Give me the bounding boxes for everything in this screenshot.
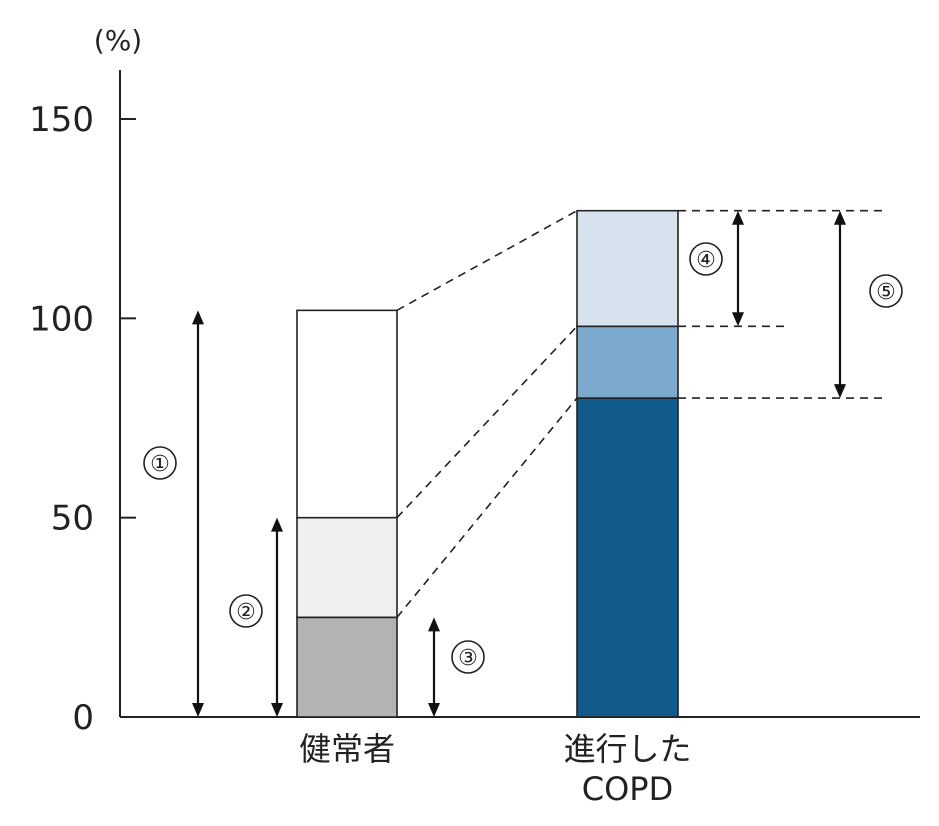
bar-2-segment-3 xyxy=(576,209,679,328)
annotation-3: ③ xyxy=(428,617,485,717)
arrow-head-up xyxy=(192,310,204,325)
annotation-label: ⑤ xyxy=(876,280,896,305)
arrow-head-up xyxy=(732,210,744,225)
annotation-circle xyxy=(229,594,263,628)
bar-2-segment-2 xyxy=(576,325,679,399)
arrow-head-down xyxy=(732,312,744,327)
annotation-arrows: ① ② ③ ④ ⑤ xyxy=(143,210,903,717)
annotation-circle xyxy=(689,242,723,276)
arrow-head-down xyxy=(271,703,283,717)
annotation-2: ② xyxy=(229,517,283,717)
y-tick-label: 0 xyxy=(72,698,94,738)
y-tick-label: 50 xyxy=(51,499,94,539)
connector-dash-3 xyxy=(396,209,578,312)
annotation-label: ② xyxy=(236,600,256,625)
bar-2-segment-1 xyxy=(576,397,679,718)
category-label-line: 健常者 xyxy=(299,730,395,768)
bar-1-segment-1 xyxy=(296,616,398,718)
arrow-head-up xyxy=(271,517,283,532)
annotation-circle xyxy=(143,446,177,480)
arrow-head-up xyxy=(428,617,440,632)
connector-dash-2 xyxy=(396,325,578,519)
arrow-head-up xyxy=(834,210,846,225)
bar-1-segment-2 xyxy=(296,516,398,619)
category-label-2: 進行した COPD xyxy=(563,730,691,808)
annotation-4: ④ xyxy=(689,210,744,327)
category-label-line: COPD xyxy=(582,770,673,808)
annotation-5: ⑤ xyxy=(834,210,903,399)
arrow-head-down xyxy=(192,703,204,717)
category-label-1: 健常者 xyxy=(299,730,395,768)
arrow-head-down xyxy=(428,703,440,717)
category-label-line: 進行した xyxy=(563,730,691,768)
annotation-1: ① xyxy=(143,310,204,717)
stacked-bars xyxy=(296,209,679,718)
annotation-label: ① xyxy=(150,452,170,477)
annotation-label: ③ xyxy=(458,646,478,671)
y-tick-label: 100 xyxy=(29,299,94,339)
category-labels: 健常者 進行した COPD xyxy=(299,730,692,808)
y-axis-unit-label: (%) xyxy=(94,24,142,57)
arrow-head-down xyxy=(834,384,846,399)
connector-dash-lines xyxy=(396,209,887,618)
connector-dash-1 xyxy=(396,397,578,618)
annotation-label: ④ xyxy=(696,248,716,273)
y-tick-label: 150 xyxy=(29,100,94,140)
annotation-circle xyxy=(869,274,903,308)
bar-1-segment-3 xyxy=(296,309,398,519)
annotation-circle xyxy=(451,640,485,674)
axes: 0 50 100 150 xyxy=(29,70,920,738)
